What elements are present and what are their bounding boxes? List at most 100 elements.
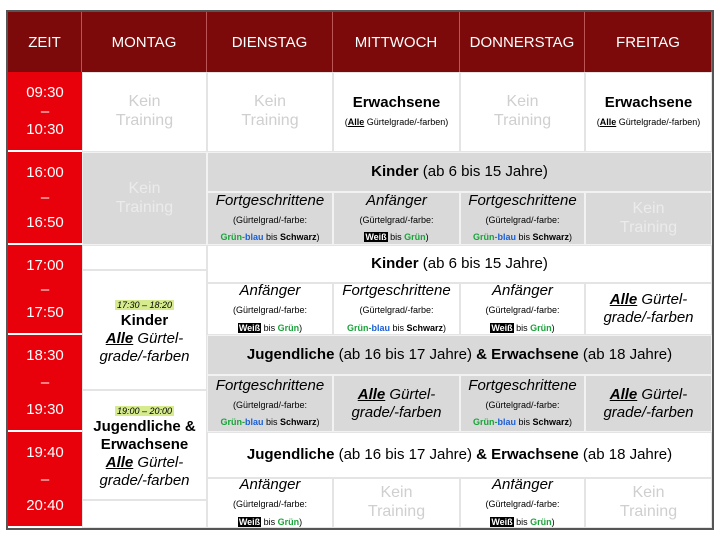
text-line: (Gürtelgrad/-farbe: [233, 300, 307, 318]
text-line: Alle Gürtel- [106, 454, 184, 472]
text-line: 17:30 – 18:20 [114, 295, 175, 313]
cell-course: Fortgeschrittene (Gürtelgrad/-farbe: Grün-… [333, 283, 460, 335]
text-line: Jugendliche & [93, 418, 196, 436]
text-line: Anfänger [492, 479, 553, 494]
text-line: (Alle Gürtelgrade/-farben) [345, 112, 449, 130]
text-run: grade/-farben [99, 347, 190, 365]
text-line: Fortgeschrittene [468, 377, 576, 395]
text-run: Weiß [237, 516, 262, 527]
cell-course: Alle Gürtel-grade/-farben [333, 375, 460, 432]
text-run: Anfänger [366, 192, 427, 209]
text-run: Kein [632, 484, 665, 502]
text-line: Alle Gürtel- [106, 330, 184, 348]
text-run: Gürtel- [133, 330, 184, 347]
text-line: Erwachsene [353, 94, 441, 112]
text-run: (Gürtelgrad/-farbe: [359, 214, 434, 225]
text-run: Fortgeschrittene [468, 376, 577, 394]
text-run: ) [316, 232, 320, 243]
text-run: ) [551, 516, 555, 527]
text-run: Fortgeschrittene [342, 283, 451, 300]
time-end: 20:40 [26, 497, 64, 514]
column-header: DIENSTAG [207, 12, 333, 72]
text-run: (ab 6 bis 15 Jahre) [418, 163, 548, 181]
text-line: Grün-blau bis Schwarz) [220, 227, 320, 244]
text-line: Anfänger [366, 192, 427, 210]
text-run: Training [367, 503, 426, 520]
time-start: 16:00 [26, 164, 64, 181]
text-run: Grün [277, 322, 300, 333]
text-line: Alle Gürtel- [610, 291, 688, 309]
time-start: 17:00 [26, 257, 64, 274]
text-line: Jugendliche (ab 16 bis 17 Jahre) & Erwac… [247, 346, 672, 364]
time-start: 09:30 [26, 84, 64, 101]
text-line: grade/-farben [99, 348, 189, 366]
cell-course: 17:30 – 18:20 Kinder Alle Gürtel-grade/-fa… [82, 270, 207, 390]
text-run: bis [515, 232, 533, 243]
time-separator: – [40, 280, 50, 298]
text-run: ( [344, 117, 348, 127]
text-line: (Alle Gürtelgrade/-farben) [597, 112, 701, 130]
time-slot: 18:30 – 19:30 [8, 335, 82, 432]
time-separator: – [40, 189, 50, 206]
text-line: Fortgeschrittene [468, 193, 576, 210]
text-run: Weiß [490, 322, 514, 333]
text-run: Alle [599, 117, 617, 127]
text-line: (Gürtelgrad/-farbe: [233, 210, 307, 228]
text-run: bis [263, 232, 280, 243]
column-header: MITTWOCH [333, 12, 460, 72]
text-run: Kinder [371, 255, 419, 273]
text-line: Kein [128, 93, 160, 112]
text-run: bis [513, 516, 531, 527]
text-run: Erwachsene [352, 94, 441, 112]
monday-empty [82, 500, 207, 528]
text-line: Fortgeschrittene [342, 283, 451, 300]
text-line: Kein [632, 484, 664, 503]
text-line: Alle Gürtel- [358, 386, 436, 404]
text-line: (Gürtelgrad/-farbe: [485, 395, 559, 413]
text-line: grade/-farben [351, 404, 441, 422]
text-line: Erwachsene [605, 94, 693, 112]
text-line: Kinder (ab 6 bis 15 Jahre) [371, 163, 548, 181]
column-header: DONNERSTAG [460, 12, 585, 72]
cell-course: Fortgeschrittene (Gürtelgrad/-farbe: Grün-… [207, 375, 333, 432]
time-slot: 17:00 – 17:50 [8, 245, 82, 335]
text-run: Fortgeschrittene [215, 192, 325, 209]
text-run: ) [569, 232, 573, 243]
cell-course: Anfänger (Gürtelgrad/-farbe: Weiß bis Grün… [460, 478, 585, 528]
text-run: Alle [347, 117, 365, 127]
text-run: Gürtelgrade/-farben) [364, 117, 449, 127]
text-run: Training [115, 112, 174, 129]
text-run: (Gürtelgrad/-farbe: [232, 499, 308, 510]
column-header: FREITAG [585, 12, 712, 72]
text-run: Anfänger [239, 478, 301, 494]
text-run: (ab 18 Jahre) [578, 346, 673, 364]
text-run: Schwarz [280, 417, 317, 428]
text-run: 19:00 – 20:00 [114, 405, 175, 416]
time-slot: 19:40 – 20:40 [8, 432, 82, 528]
text-run: (ab 18 Jahre) [578, 446, 673, 464]
text-line: Grün-blau bis Schwarz) [473, 227, 573, 244]
text-run: Grün- [472, 417, 498, 428]
text-run: Schwarz [532, 232, 570, 243]
text-run: Alle [105, 453, 134, 471]
column-header: MONTAG [82, 12, 207, 72]
text-run: Schwarz [280, 232, 317, 243]
text-run: Alle [357, 385, 386, 403]
text-run: (Gürtelgrad/-farbe: [232, 399, 308, 410]
text-run: (Gürtelgrad/-farbe: [232, 214, 308, 225]
cell-band: Jugendliche (ab 16 bis 17 Jahre) & Erwac… [207, 432, 712, 478]
text-run: grade/-farben [351, 403, 442, 421]
text-run: Weiß [490, 516, 514, 527]
text-line: Grün-blau bis Schwarz) [220, 412, 319, 430]
text-line: Fortgeschrittene [216, 377, 324, 395]
text-line: Weiß bis Grün) [490, 512, 555, 527]
cell-course: Alle Gürtel-grade/-farben [585, 283, 712, 335]
text-run: Grün [277, 516, 300, 527]
text-run: bis [389, 322, 407, 333]
time-start: 19:40 [26, 444, 64, 461]
text-line: Weiß bis Grün) [237, 318, 302, 334]
text-run: & Erwachsene [476, 346, 579, 364]
time-start: 18:30 [26, 347, 64, 364]
text-line: Training [494, 112, 551, 131]
